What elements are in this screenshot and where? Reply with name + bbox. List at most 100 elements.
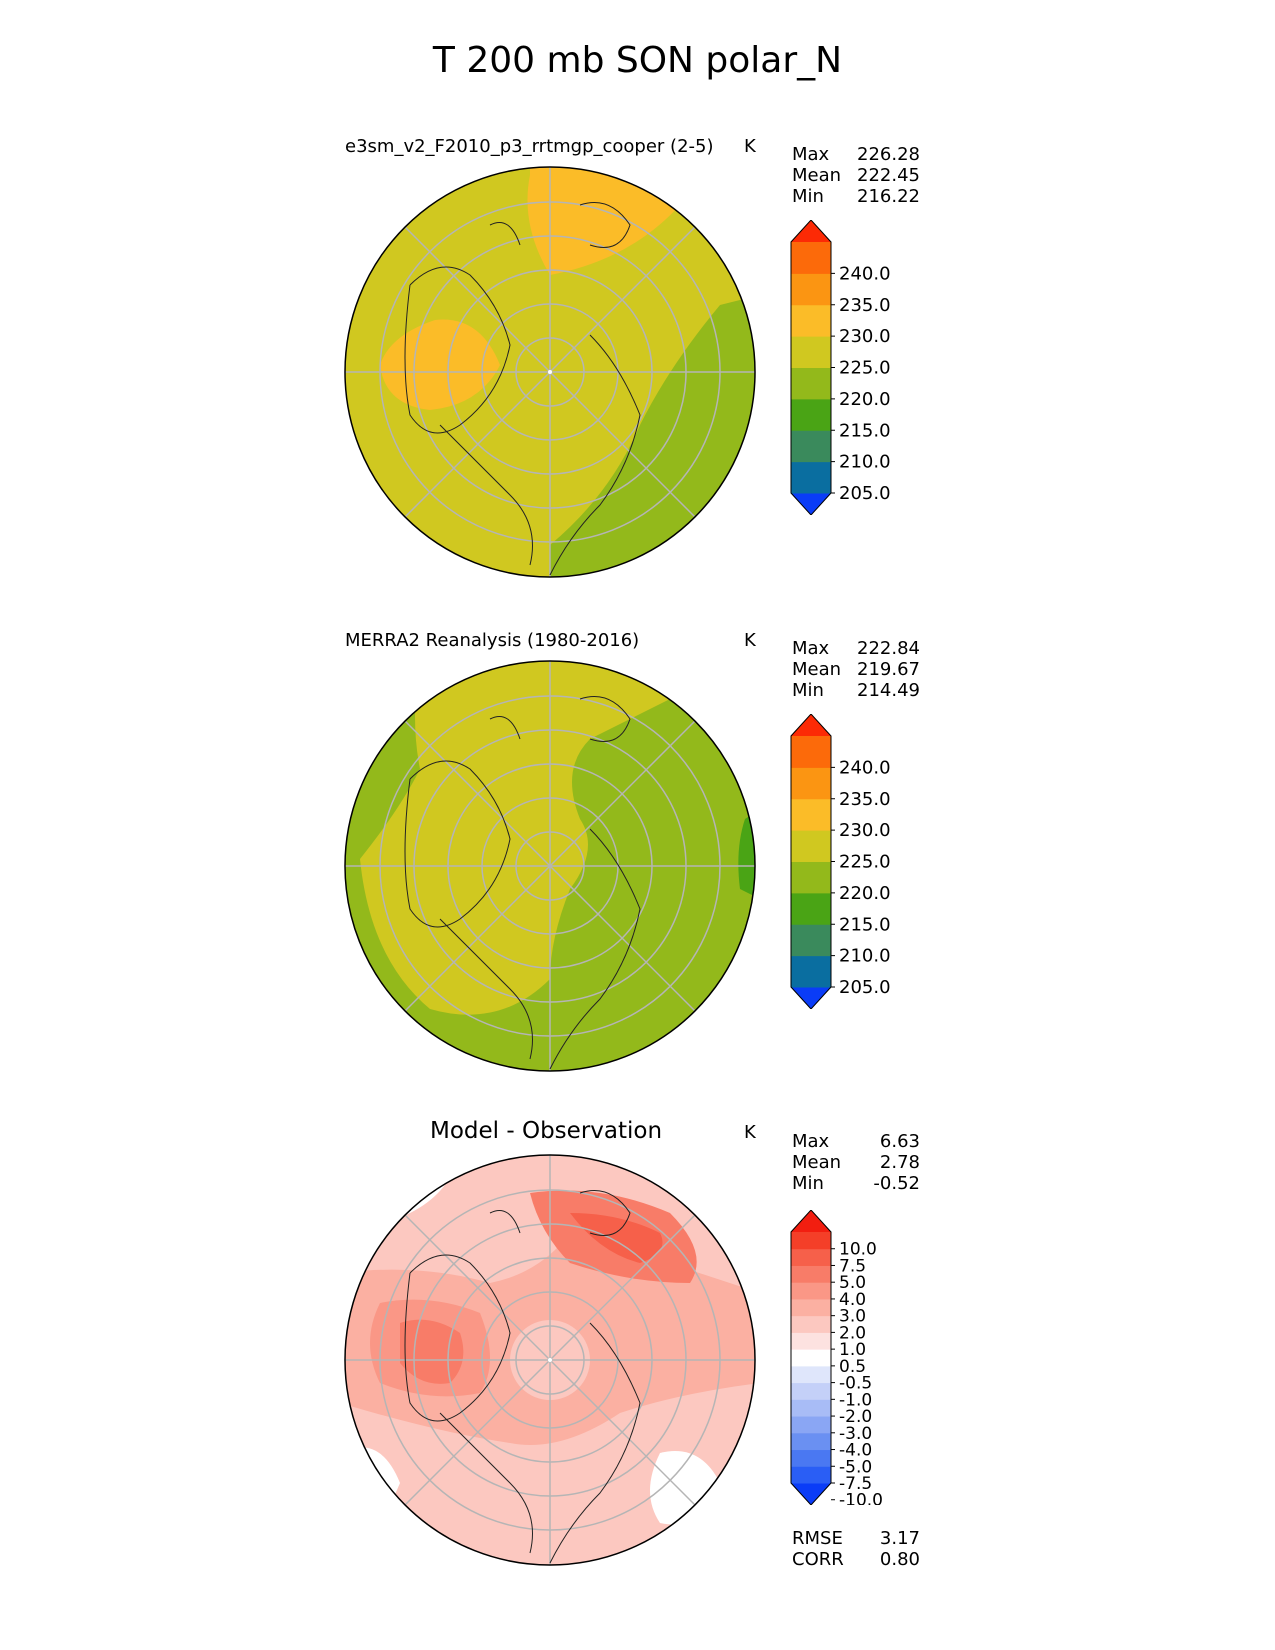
map3-coastlines	[404, 1190, 641, 1564]
colorbar-tick-label: -7.5	[839, 1474, 872, 1494]
panel-2-colorbar: 240.0 235.0 230.0 225.0 220.0 215.0 210.0 205.0…	[790, 714, 891, 1009]
colorbar-tick-label: 215.0	[839, 914, 891, 935]
colorbar-segment	[791, 1332, 831, 1350]
colorbar-outline	[790, 1210, 832, 1505]
stat-max-label: Max	[792, 1131, 830, 1152]
colorbar-segment	[791, 461, 831, 494]
colorbar-segment	[791, 1315, 831, 1333]
stat-mean-value: 222.45	[857, 165, 920, 186]
map2-coastlines	[404, 696, 641, 1070]
colorbar-tick-label: 210.0	[839, 946, 891, 967]
colorbar-tick-label: -0.5	[839, 1374, 872, 1394]
colorbar-tick-label: 240.0	[839, 757, 891, 778]
colorbar-segment	[791, 1432, 831, 1451]
panel-1-stats: Max 226.28 Mean 222.45 Min 216.22	[792, 144, 920, 207]
colorbar-tick-label: 10.0	[839, 1240, 877, 1260]
colorbar-segment	[791, 1466, 831, 1484]
panel-1-units: K	[744, 136, 756, 157]
stat-max-label: Max	[792, 144, 830, 165]
colorbar-segment	[791, 955, 831, 988]
colorbar-segment	[791, 892, 831, 925]
map2-graticule	[345, 661, 755, 1071]
colorbar-tick-label: 7.5	[839, 1256, 866, 1276]
panel-2-map	[344, 660, 756, 1072]
stat-min-value: -0.52	[873, 1173, 920, 1194]
colorbar-extend-max	[791, 1210, 831, 1232]
stat-min-value: 216.22	[857, 186, 920, 207]
map1-cold-region-nw	[345, 167, 420, 231]
colorbar-tick-label: 230.0	[839, 820, 891, 841]
stat-min-label: Min	[792, 1173, 824, 1194]
map1-coastlines	[404, 202, 641, 576]
stat-min-label: Min	[792, 680, 824, 701]
map1-warm-region-w	[380, 319, 500, 410]
colorbar-segment	[791, 767, 831, 800]
colorbar-tick-label: 235.0	[839, 789, 891, 810]
map3-band-4	[570, 1213, 663, 1263]
colorbar-tick-label: -10.0	[839, 1491, 883, 1505]
colorbar-segment	[791, 924, 831, 957]
colorbar-tick-label: 220.0	[839, 389, 891, 410]
stat-mean-label: Mean	[792, 1152, 842, 1173]
map1-graticule	[345, 167, 755, 577]
colorbar-segment	[791, 1365, 831, 1384]
colorbar-segment	[791, 398, 831, 431]
map3-pole	[548, 1358, 552, 1362]
colorbar-tick-label: -5.0	[839, 1457, 872, 1477]
colorbar-segment	[791, 1382, 831, 1400]
map1-warm-region-n	[527, 167, 680, 275]
colorbar-tick-label: -4.0	[839, 1441, 872, 1461]
panel-3-metrics: RMSE 3.17 CORR 0.80	[792, 1528, 920, 1570]
colorbar-segment	[791, 1399, 831, 1417]
colorbar-tick-label: 3.0	[839, 1307, 866, 1327]
colorbar-tick-label: -3.0	[839, 1424, 872, 1444]
colorbar-extend-min	[791, 987, 831, 1009]
colorbar-tick-label: 220.0	[839, 883, 891, 904]
colorbar-segment	[791, 430, 831, 463]
panel-3-map	[344, 1154, 756, 1566]
colorbar-segment	[791, 242, 831, 274]
rmse-value: 3.17	[879, 1528, 920, 1549]
colorbar-segment	[791, 1449, 831, 1467]
panel-1-title: e3sm_v2_F2010_p3_rrtmgp_cooper (2-5)	[345, 136, 714, 157]
panel-1-colorbar: 240.0 235.0 230.0 225.0 220.0 215.0 210.0 205.0…	[790, 220, 891, 515]
colorbar-segment	[791, 273, 831, 306]
stat-mean-label: Mean	[792, 165, 842, 186]
colorbar-tick-label: 1.0	[839, 1340, 866, 1360]
stat-min-value: 214.49	[857, 680, 920, 701]
stat-mean-value: 2.78	[879, 1152, 920, 1173]
colorbar-tick-label: 225.0	[839, 358, 891, 379]
colorbar-segment	[791, 1349, 831, 1367]
colorbar-tick-label: 0.5	[839, 1357, 866, 1377]
colorbar-tick-label: 4.0	[839, 1290, 866, 1310]
stat-mean-value: 219.67	[857, 659, 920, 680]
corr-label: CORR	[792, 1549, 844, 1570]
colorbar-extend-min	[791, 1483, 831, 1505]
colorbar-outline	[790, 714, 832, 1009]
colorbar-tick-label: 235.0	[839, 295, 891, 316]
colorbar-extend-max	[791, 714, 831, 736]
colorbar-tick-label: 200.0	[839, 1008, 891, 1009]
map2-warm-region	[360, 661, 670, 1015]
stat-max-value: 6.63	[879, 1131, 920, 1152]
colorbar-segment	[791, 1265, 831, 1283]
stat-min-label: Min	[792, 186, 824, 207]
colorbar-segment	[791, 304, 831, 337]
colorbar-segment	[791, 861, 831, 894]
colorbar-segment	[791, 1298, 831, 1317]
colorbar-tick-label: 205.0	[839, 977, 891, 998]
map3-graticule	[345, 1155, 755, 1565]
map2-boundary	[344, 660, 756, 1072]
colorbar-tick-label: 5.0	[839, 1273, 866, 1293]
stat-max-value: 222.84	[857, 638, 920, 659]
colorbar-segment	[791, 1282, 831, 1300]
colorbar-segment	[791, 798, 831, 831]
map1-pole	[548, 370, 552, 374]
map1-boundary	[344, 166, 756, 578]
stat-mean-label: Mean	[792, 659, 842, 680]
corr-value: 0.80	[879, 1549, 920, 1570]
colorbar-tick-label: 215.0	[839, 420, 891, 441]
panel-3-stats: Max 6.63 Mean 2.78 Min -0.52	[792, 1131, 920, 1194]
colorbar-segment	[791, 1416, 831, 1434]
colorbar-tick-label: -2.0	[839, 1407, 872, 1427]
